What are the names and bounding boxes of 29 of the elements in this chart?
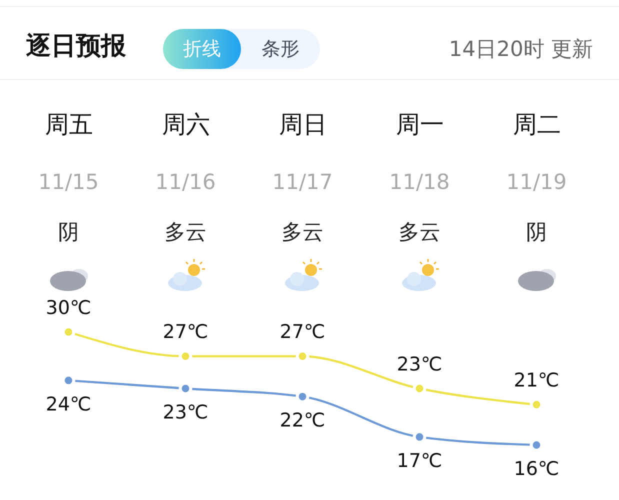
text: 条形 (260, 37, 300, 62)
text: 多云 (398, 220, 440, 244)
text: 11/17 (272, 170, 333, 194)
data-label: 23℃ (162, 402, 208, 424)
data-label: 23℃ (396, 354, 442, 376)
data-label: 30℃ (46, 297, 92, 319)
data-label: 17℃ (396, 450, 442, 472)
data-label: 22℃ (280, 410, 326, 432)
x-tick-label: 周五 (45, 110, 93, 138)
data-label: 16℃ (514, 458, 560, 480)
text: 11/15 (38, 170, 99, 194)
data-label: 21℃ (514, 370, 560, 392)
text: 阴 (58, 220, 79, 244)
chart-title: 逐日预报 (26, 30, 126, 62)
text: 多云 (282, 220, 324, 244)
x-tick-label: 周六 (162, 110, 210, 138)
data-label: 27℃ (162, 321, 208, 344)
x-tick-label: 周日 (279, 110, 327, 138)
data-label: 24℃ (46, 393, 92, 416)
text: 多云 (164, 220, 206, 244)
text: 11/16 (155, 170, 216, 194)
x-tick-label: 周一 (396, 110, 444, 138)
text: 14日20时 更新 (448, 36, 593, 63)
text: 11/19 (506, 170, 567, 194)
data-label: 27℃ (280, 321, 326, 344)
text: 折线 (163, 29, 241, 69)
x-tick-label: 周二 (513, 110, 561, 138)
text: 11/18 (389, 170, 450, 194)
text: 阴 (526, 220, 547, 244)
